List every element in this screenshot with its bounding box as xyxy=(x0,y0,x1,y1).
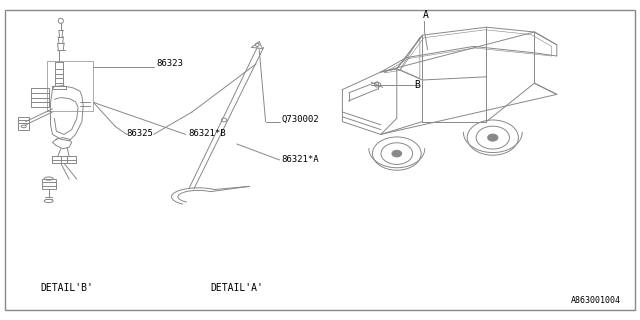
Bar xyxy=(18,117,29,130)
Bar xyxy=(47,61,93,111)
Text: A: A xyxy=(422,10,429,20)
Text: DETAIL'A': DETAIL'A' xyxy=(211,283,263,293)
Text: 86323: 86323 xyxy=(157,59,184,68)
Text: 86321*A: 86321*A xyxy=(282,155,319,164)
Text: A863001004: A863001004 xyxy=(571,296,621,305)
Ellipse shape xyxy=(392,150,402,157)
Text: 86325: 86325 xyxy=(127,129,154,138)
Text: B: B xyxy=(414,80,420,90)
Text: DETAIL'B': DETAIL'B' xyxy=(41,283,93,293)
Bar xyxy=(31,88,49,107)
Bar xyxy=(42,179,56,189)
Text: Q730002: Q730002 xyxy=(282,115,319,124)
Ellipse shape xyxy=(488,134,498,141)
Text: 86321*B: 86321*B xyxy=(189,129,227,138)
